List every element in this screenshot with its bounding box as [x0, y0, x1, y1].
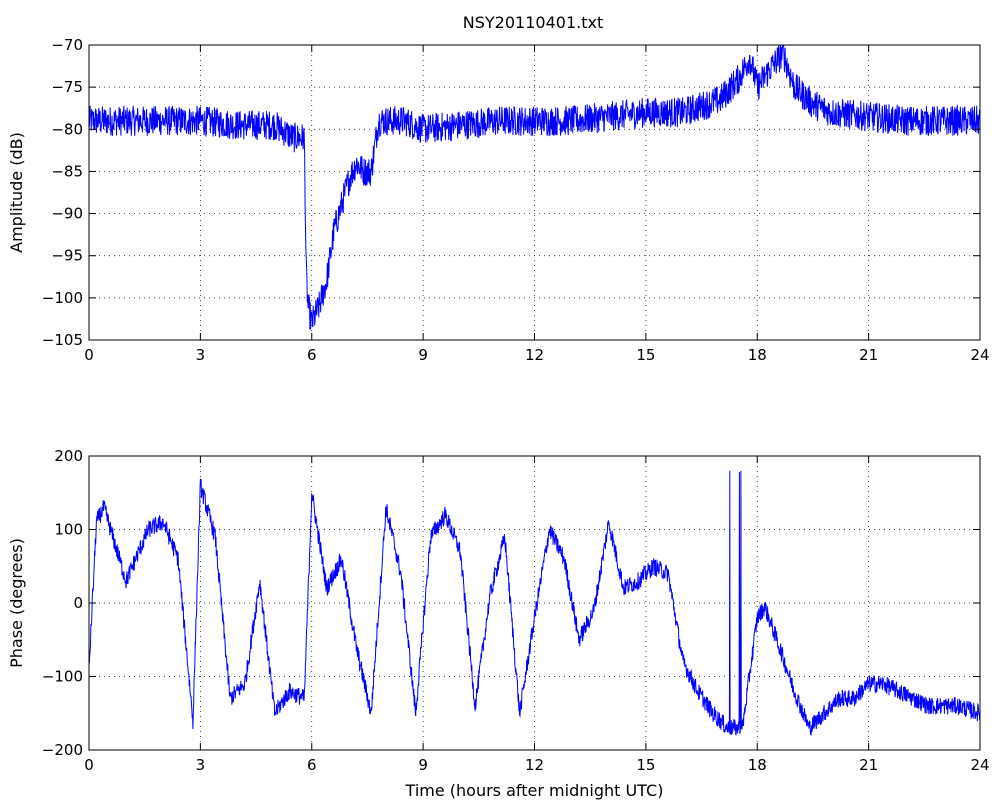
amplitude-x-tick-label: 3 — [196, 346, 206, 364]
amplitude-y-tick-label: −85 — [51, 162, 83, 180]
amplitude-y-ticks: −70 −75 −80 −85 −90 −95 −100 −105 — [42, 36, 980, 349]
phase-x-tick-label: 24 — [970, 756, 989, 774]
amplitude-y-tick-label: −105 — [42, 331, 83, 349]
phase-y-axis-label: Phase (degrees) — [7, 538, 26, 668]
amplitude-grid — [89, 45, 980, 340]
phase-x-tick-label: 15 — [636, 756, 655, 774]
amplitude-x-tick-label: 24 — [970, 346, 989, 364]
amplitude-x-tick-label: 0 — [84, 346, 94, 364]
amplitude-panel: 0 3 6 9 12 15 18 21 24 −70 −75 −80 −85 −90 −95 −100 −10… — [7, 36, 990, 364]
amplitude-x-tick-label: 15 — [636, 346, 655, 364]
amplitude-x-tick-label: 9 — [418, 346, 428, 364]
phase-x-tick-label: 6 — [307, 756, 317, 774]
phase-y-ticks: 200 100 0 −100 −200 — [42, 447, 980, 759]
phase-series-line — [88, 470, 981, 736]
amplitude-x-ticks: 0 3 6 9 12 15 18 21 24 — [84, 45, 990, 364]
phase-y-tick-label: −100 — [42, 668, 83, 686]
amplitude-series-line — [88, 44, 981, 330]
chart-title: NSY20110401.txt — [463, 13, 603, 32]
phase-y-tick-label: 100 — [54, 521, 83, 539]
phase-x-tick-label: 12 — [525, 756, 544, 774]
phase-x-axis-label: Time (hours after midnight UTC) — [405, 781, 664, 800]
phase-x-tick-label: 0 — [84, 756, 94, 774]
amplitude-x-tick-label: 12 — [525, 346, 544, 364]
phase-y-tick-label: −200 — [42, 741, 83, 759]
phase-x-tick-label: 3 — [196, 756, 206, 774]
phase-y-tick-label: 200 — [54, 447, 83, 465]
amplitude-y-tick-label: −95 — [51, 247, 83, 265]
amplitude-x-tick-label: 18 — [748, 346, 767, 364]
amplitude-y-tick-label: −80 — [51, 120, 83, 138]
phase-x-tick-label: 21 — [859, 756, 878, 774]
amplitude-x-tick-label: 21 — [859, 346, 878, 364]
phase-x-ticks: 0 3 6 9 12 15 18 21 24 — [84, 456, 990, 774]
phase-x-tick-label: 18 — [748, 756, 767, 774]
amplitude-y-axis-label: Amplitude (dB) — [7, 132, 26, 253]
amplitude-y-tick-label: −75 — [51, 78, 83, 96]
amplitude-y-tick-label: −90 — [51, 205, 83, 223]
phase-panel: 0 3 6 9 12 15 18 21 24 200 100 0 −100 −200 Phase (de… — [7, 447, 990, 800]
phase-grid — [89, 456, 980, 750]
amplitude-y-tick-label: −100 — [42, 289, 83, 307]
amplitude-x-tick-label: 6 — [307, 346, 317, 364]
amplitude-y-tick-label: −70 — [51, 36, 83, 54]
phase-y-tick-label: 0 — [73, 594, 83, 612]
phase-x-tick-label: 9 — [418, 756, 428, 774]
